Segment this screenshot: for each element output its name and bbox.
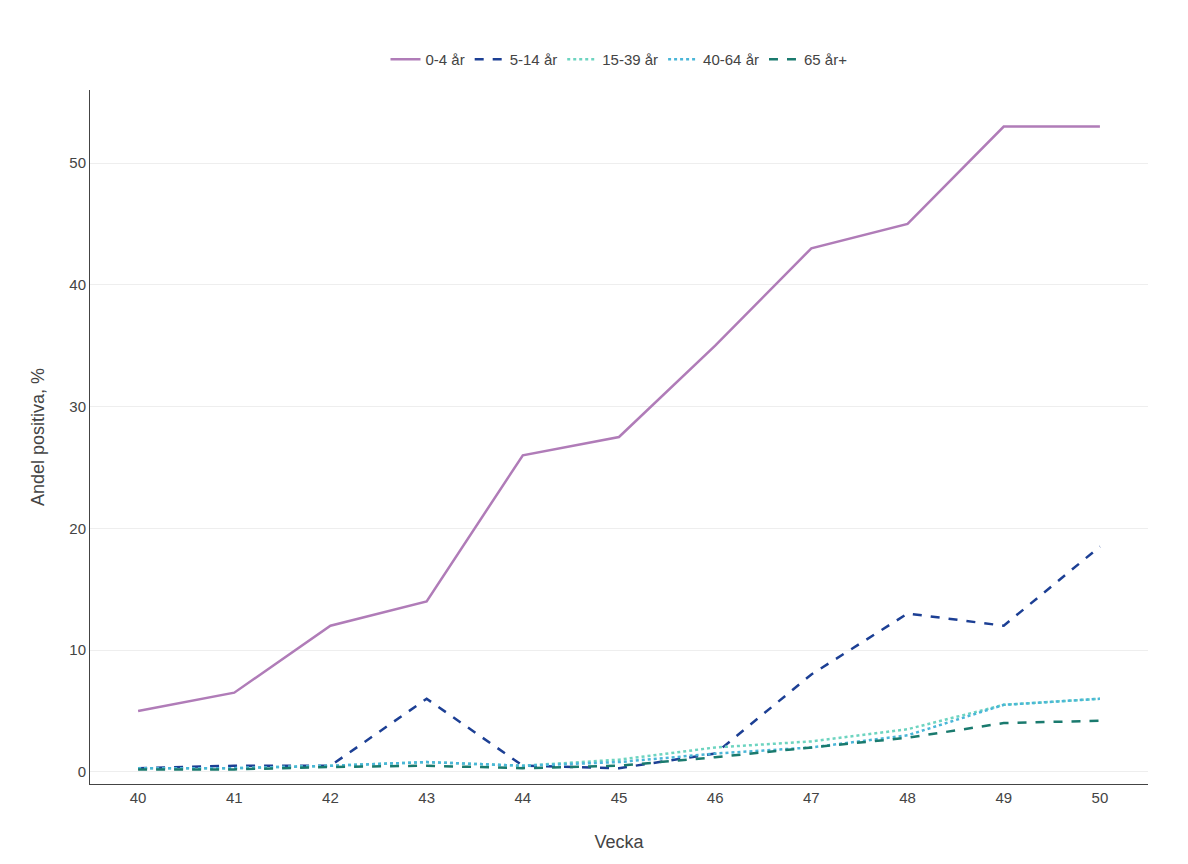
svg-text:47: 47: [803, 789, 820, 806]
svg-text:40-64 år: 40-64 år: [703, 51, 759, 68]
svg-text:49: 49: [995, 789, 1012, 806]
svg-text:10: 10: [69, 641, 86, 658]
svg-text:30: 30: [69, 398, 86, 415]
svg-text:65 år+: 65 år+: [804, 51, 847, 68]
svg-text:46: 46: [707, 789, 724, 806]
svg-text:50: 50: [1092, 789, 1109, 806]
svg-text:20: 20: [69, 520, 86, 537]
svg-text:42: 42: [322, 789, 339, 806]
svg-text:40: 40: [69, 276, 86, 293]
svg-text:15-39 år: 15-39 år: [602, 51, 658, 68]
svg-text:41: 41: [226, 789, 243, 806]
svg-text:Vecka: Vecka: [594, 832, 644, 852]
svg-text:44: 44: [514, 789, 531, 806]
svg-text:45: 45: [611, 789, 628, 806]
svg-text:43: 43: [418, 789, 435, 806]
svg-text:0-4 år: 0-4 år: [426, 51, 465, 68]
svg-text:5-14 år: 5-14 år: [510, 51, 558, 68]
svg-text:40: 40: [130, 789, 147, 806]
svg-text:50: 50: [69, 154, 86, 171]
svg-text:48: 48: [899, 789, 916, 806]
svg-text:Andel positiva, %: Andel positiva, %: [28, 368, 48, 506]
svg-text:0: 0: [78, 763, 86, 780]
